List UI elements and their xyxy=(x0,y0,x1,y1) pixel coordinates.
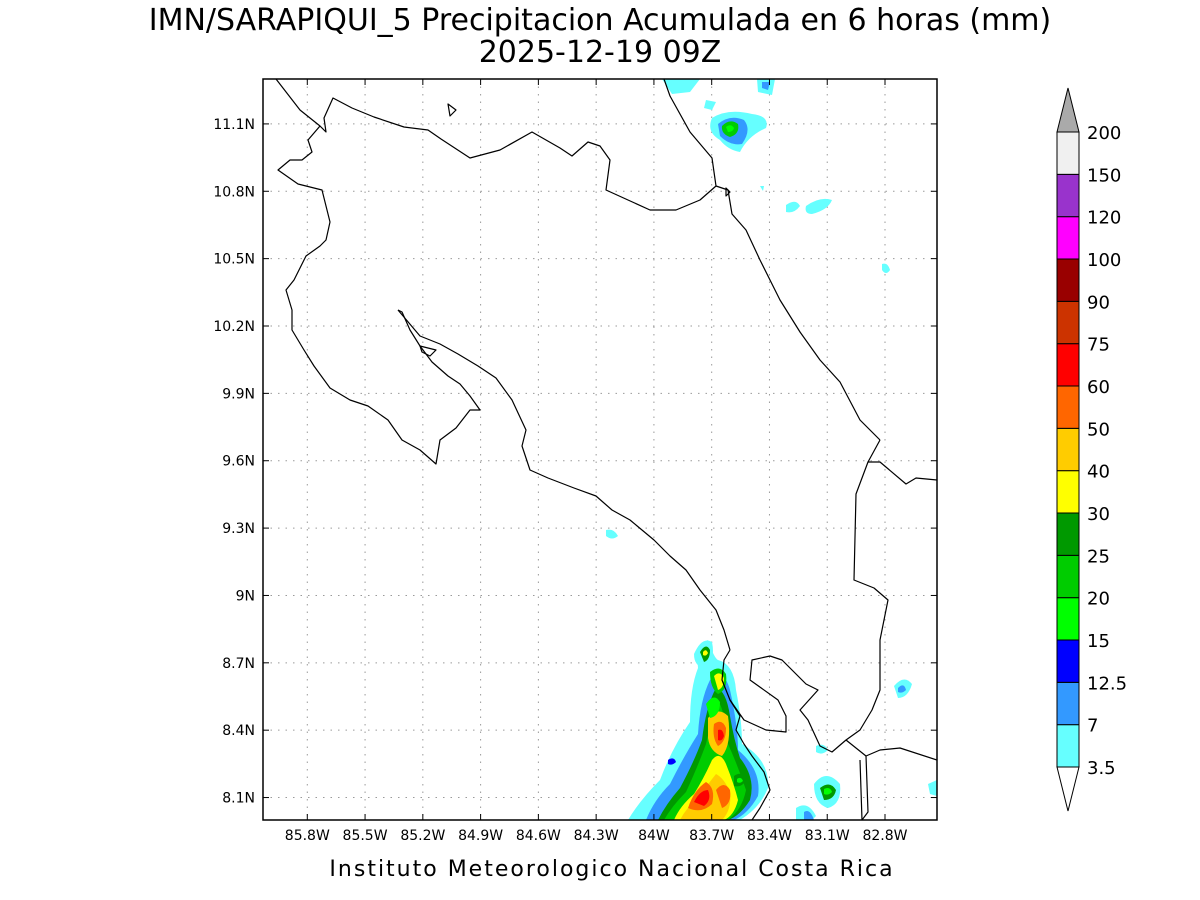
colorbar-segment xyxy=(1056,427,1080,472)
colorbar-label: 25 xyxy=(1087,546,1110,567)
map-subtitle: 2025-12-19 09Z xyxy=(479,35,722,70)
colorbar-segment xyxy=(1056,681,1080,726)
y-tick-label: 10.2N xyxy=(213,319,255,335)
x-tick-label: 83.1W xyxy=(805,828,850,844)
colorbar-segment xyxy=(1056,173,1080,218)
precipitation-field xyxy=(606,79,937,820)
colorbar-segment xyxy=(1056,597,1080,641)
colorbar-segment xyxy=(1056,300,1080,345)
x-tick-label: 85.2W xyxy=(400,828,445,844)
colorbar-segment xyxy=(1056,385,1080,429)
y-tick-label: 10.8N xyxy=(213,184,255,200)
y-tick-label: 11.1N xyxy=(213,117,255,133)
x-tick-label: 84.3W xyxy=(574,828,619,844)
map-axes: 85.8W 85.5W 85.2W 84.9W 84.6W 84.3W 84W 83.7W 83… xyxy=(213,79,937,844)
x-tick-label: 83.4W xyxy=(747,828,792,844)
y-tick-label: 9.3N xyxy=(222,521,255,537)
y-tick-label: 9N xyxy=(236,588,255,604)
colorbar-below-arrow xyxy=(1056,766,1080,812)
colorbar-segment xyxy=(1056,554,1080,599)
colorbar-segment xyxy=(1056,724,1080,768)
y-tick-label: 9.6N xyxy=(222,454,255,470)
map-title: IMN/SARAPIQUI_5 Precipitacion Acumulada … xyxy=(149,3,1051,38)
colorbar-label: 3.5 xyxy=(1087,758,1116,779)
colorbar-label: 90 xyxy=(1087,292,1110,313)
colorbar-label: 50 xyxy=(1087,419,1110,440)
colorbar-label: 120 xyxy=(1087,208,1121,229)
colorbar-label: 100 xyxy=(1087,250,1121,271)
colorbar-above-arrow xyxy=(1056,87,1080,133)
colorbar-label: 40 xyxy=(1087,462,1110,483)
x-tick-label: 84.6W xyxy=(516,828,561,844)
colorbar-segment xyxy=(1056,258,1080,302)
colorbar-segment xyxy=(1056,639,1080,683)
x-tick-label: 84W xyxy=(638,828,670,844)
colorbar-label: 30 xyxy=(1087,504,1110,525)
coastlines-and-borders xyxy=(275,79,937,820)
y-tick-label: 10.5N xyxy=(213,252,255,268)
colorbar-label: 150 xyxy=(1087,165,1121,186)
colorbar-label: 7 xyxy=(1087,716,1098,737)
x-tick-label: 83.7W xyxy=(689,828,734,844)
colorbar-segment xyxy=(1056,512,1080,556)
colorbar-segment xyxy=(1056,216,1080,260)
colorbar-segment xyxy=(1056,470,1080,514)
colorbar-label: 200 xyxy=(1087,123,1121,144)
colorbar-label: 12.5 xyxy=(1087,673,1127,694)
colorbar-label: 60 xyxy=(1087,377,1110,398)
colorbar-segment xyxy=(1056,343,1080,387)
colorbar-segment xyxy=(1056,131,1080,175)
x-tick-label: 85.5W xyxy=(343,828,388,844)
x-tick-label: 85.8W xyxy=(285,828,330,844)
colorbar-label: 75 xyxy=(1087,335,1110,356)
y-tick-label: 8.4N xyxy=(222,723,255,739)
y-tick-label: 9.9N xyxy=(222,386,255,402)
colorbar-label: 15 xyxy=(1087,631,1110,652)
colorbar-label: 20 xyxy=(1087,589,1110,610)
credit-text: Instituto Meteorologico Nacional Costa R… xyxy=(329,857,894,882)
colorbar: 3.5 7 12.5 15 20 25 30 40 50 60 75 90 100 120 150 200 xyxy=(1056,87,1127,812)
map-background xyxy=(263,79,937,820)
x-tick-label: 84.9W xyxy=(458,828,503,844)
y-tick-label: 8.1N xyxy=(222,791,255,807)
x-tick-label: 82.8W xyxy=(862,828,907,844)
y-tick-label: 8.7N xyxy=(222,656,255,672)
map-frame xyxy=(262,78,938,821)
